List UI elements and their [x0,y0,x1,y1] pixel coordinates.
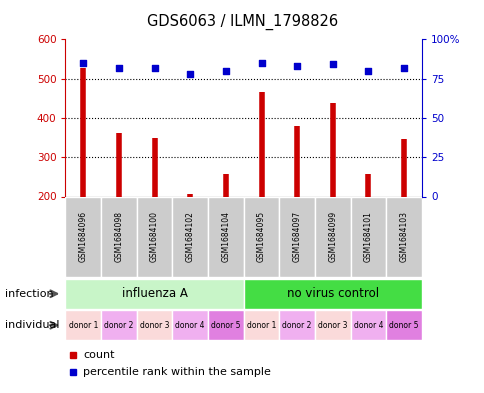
Bar [243,279,421,309]
Text: percentile rank within the sample: percentile rank within the sample [83,367,271,377]
Text: GSM1684098: GSM1684098 [114,211,123,262]
Bar [350,196,385,277]
Bar [65,196,101,277]
Point [222,68,229,74]
Bar [172,196,208,277]
Point [293,63,301,69]
Bar [208,196,243,277]
Bar [136,310,172,340]
Text: GSM1684104: GSM1684104 [221,211,230,262]
Text: no virus control: no virus control [286,287,378,300]
Text: donor 4: donor 4 [353,321,382,330]
Text: donor 5: donor 5 [389,321,418,330]
Bar [65,310,101,340]
Bar [279,310,314,340]
Point [151,64,158,71]
Point [115,64,122,71]
Text: donor 1: donor 1 [68,321,98,330]
Text: GSM1684097: GSM1684097 [292,211,301,263]
Text: influenza A: influenza A [121,287,187,300]
Text: count: count [83,350,115,360]
Bar [279,196,314,277]
Text: GSM1684101: GSM1684101 [363,211,372,262]
Text: donor 1: donor 1 [246,321,276,330]
Text: GSM1684096: GSM1684096 [78,211,88,263]
Bar [385,310,421,340]
Text: infection: infection [5,289,53,299]
Point [257,60,265,66]
Text: donor 2: donor 2 [104,321,134,330]
Point [399,64,407,71]
Point [364,68,372,74]
Text: donor 2: donor 2 [282,321,311,330]
Bar [101,196,136,277]
Text: GSM1684102: GSM1684102 [185,211,195,262]
Text: GSM1684099: GSM1684099 [328,211,337,263]
Text: GSM1684103: GSM1684103 [399,211,408,262]
Text: donor 5: donor 5 [211,321,240,330]
Bar [65,279,243,309]
Bar [101,310,136,340]
Bar [208,310,243,340]
Text: donor 3: donor 3 [318,321,347,330]
Point [328,61,336,68]
Bar [243,310,279,340]
Bar [243,196,279,277]
Text: GDS6063 / ILMN_1798826: GDS6063 / ILMN_1798826 [147,14,337,30]
Text: GSM1684100: GSM1684100 [150,211,159,262]
Point [79,60,87,66]
Text: donor 4: donor 4 [175,321,205,330]
Bar [314,196,350,277]
Point [186,71,194,77]
Text: individual: individual [5,320,59,330]
Bar [314,310,350,340]
Bar [172,310,208,340]
Bar [136,196,172,277]
Text: GSM1684095: GSM1684095 [257,211,266,263]
Text: donor 3: donor 3 [139,321,169,330]
Bar [350,310,385,340]
Bar [385,196,421,277]
